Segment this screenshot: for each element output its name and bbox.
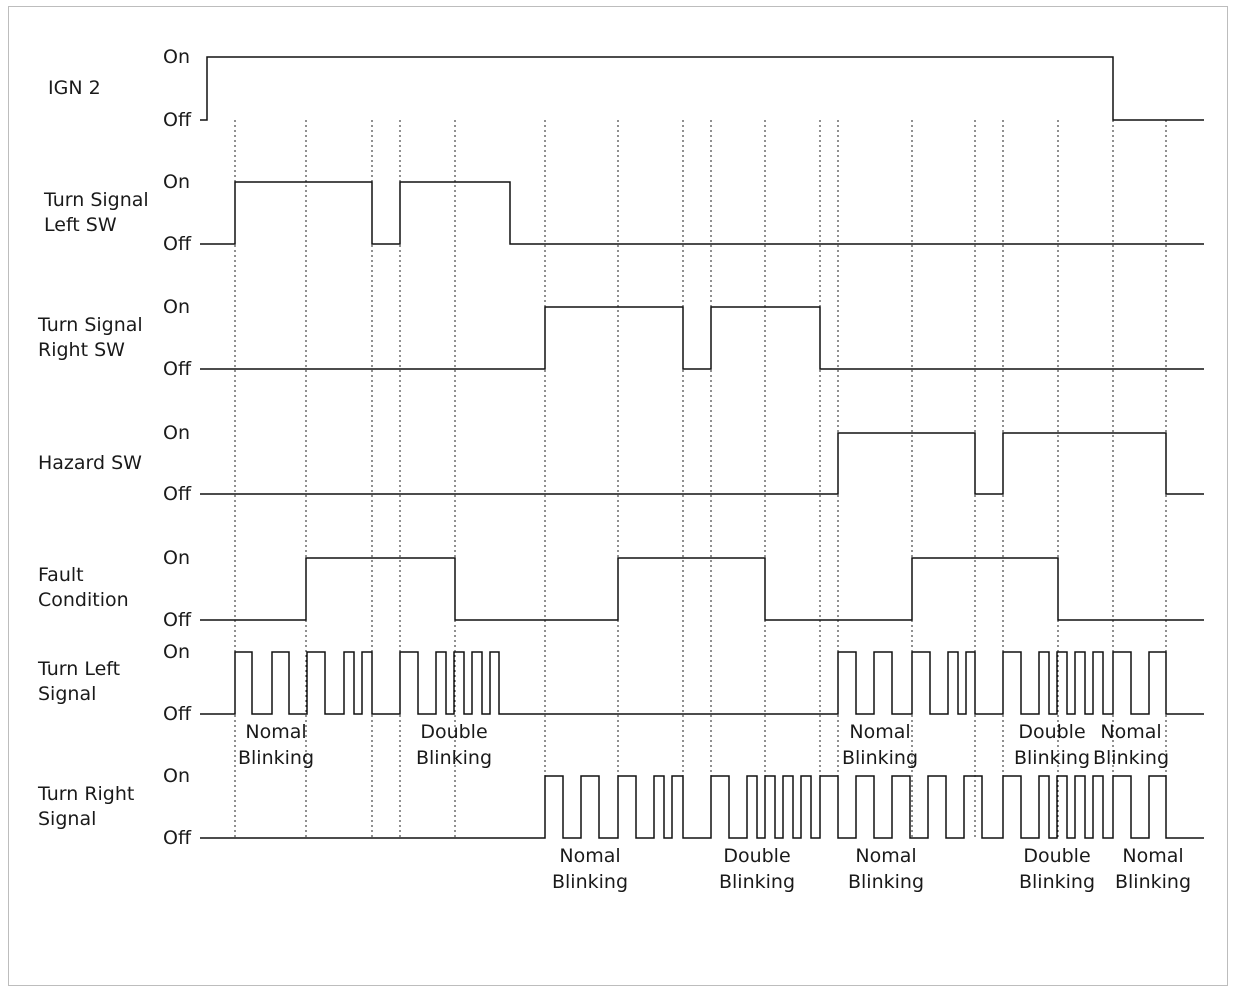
signal-label: Turn Right — [37, 783, 134, 805]
blinking-annotation: Double — [1018, 721, 1085, 743]
blinking-annotation: Blinking — [1093, 747, 1169, 769]
blinking-annotations: Nomal Blinking Double Blinking Nomal Blinking… — [238, 721, 1191, 893]
off-level-label: Off — [163, 483, 192, 505]
waveform-row-6 — [200, 775, 1204, 839]
off-level-label: Off — [163, 703, 192, 725]
on-level-label: On — [163, 422, 190, 444]
waveform-row-0 — [200, 56, 1204, 121]
waveforms — [200, 56, 1204, 839]
waveform-row-3 — [200, 432, 1204, 495]
signal-label: Left SW — [44, 214, 117, 236]
signal-label: IGN 2 — [48, 77, 101, 99]
blinking-annotation: Blinking — [719, 871, 795, 893]
blinking-annotation: Nomal — [559, 845, 620, 867]
signal-label: Turn Left — [37, 658, 120, 680]
off-level-label: Off — [163, 233, 192, 255]
blinking-annotation: Blinking — [1115, 871, 1191, 893]
on-level-label: On — [163, 547, 190, 569]
signal-label: Right SW — [38, 339, 125, 361]
on-level-label: On — [163, 46, 190, 68]
blinking-annotation: Nomal — [1122, 845, 1183, 867]
blinking-annotation: Blinking — [848, 871, 924, 893]
off-level-label: Off — [163, 827, 192, 849]
blinking-annotation: Double — [420, 721, 487, 743]
waveform-row-5 — [200, 651, 1204, 715]
off-level-label: Off — [163, 358, 192, 380]
blinking-annotation: Blinking — [842, 747, 918, 769]
on-level-label: On — [163, 641, 190, 663]
blinking-annotation: Nomal — [849, 721, 910, 743]
blinking-annotation: Double — [723, 845, 790, 867]
off-level-label: Off — [163, 109, 192, 131]
off-level-label: Off — [163, 609, 192, 631]
blinking-annotation: Nomal — [855, 845, 916, 867]
signal-label: Signal — [38, 683, 96, 705]
level-labels: On Off On Off On Off On Off On Off On Off On Off — [163, 46, 192, 849]
blinking-annotation: Blinking — [1019, 871, 1095, 893]
blinking-annotation: Blinking — [552, 871, 628, 893]
on-level-label: On — [163, 765, 190, 787]
waveform-row-1 — [200, 181, 1204, 245]
signal-label: Hazard SW — [38, 452, 142, 474]
signal-label: Condition — [38, 589, 129, 611]
signal-label: Fault — [38, 564, 84, 586]
on-level-label: On — [163, 171, 190, 193]
blinking-annotation: Double — [1023, 845, 1090, 867]
blinking-annotation: Blinking — [238, 747, 314, 769]
signal-labels: IGN 2 Turn Signal Left SW Turn Signal Right … — [37, 77, 149, 830]
blinking-annotation: Blinking — [1014, 747, 1090, 769]
signal-label: Turn Signal — [37, 314, 143, 336]
on-level-label: On — [163, 296, 190, 318]
waveform-row-2 — [200, 306, 1204, 370]
diagram-frame — [8, 6, 1228, 986]
signal-label: Turn Signal — [43, 189, 149, 211]
signal-label: Signal — [38, 808, 96, 830]
blinking-annotation: Blinking — [416, 747, 492, 769]
blinking-annotation: Nomal — [1100, 721, 1161, 743]
blinking-annotation: Nomal — [245, 721, 306, 743]
waveform-row-4 — [200, 557, 1204, 621]
